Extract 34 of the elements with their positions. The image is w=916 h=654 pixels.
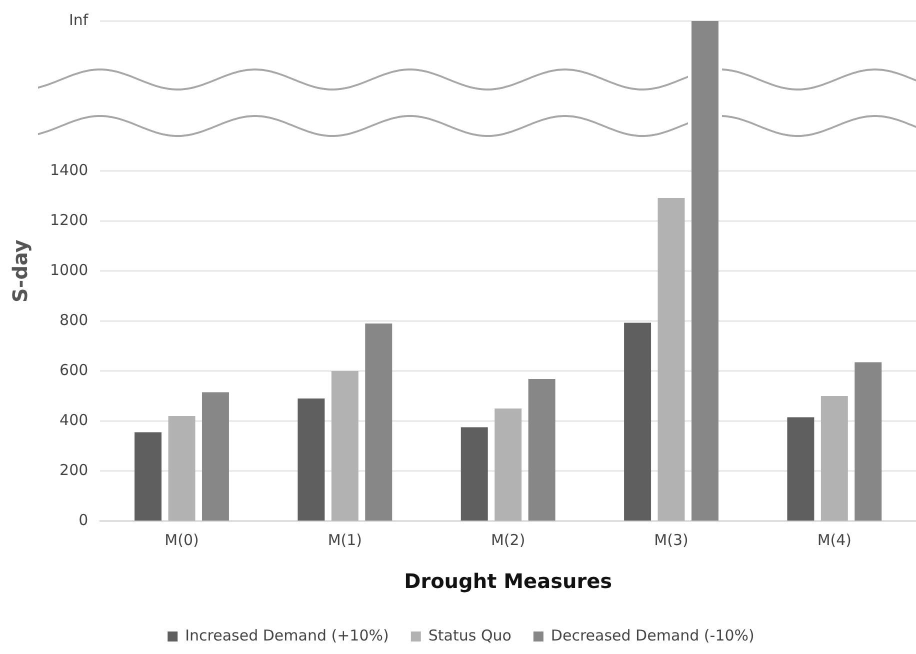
legend-label: Status Quo <box>428 626 512 644</box>
y-tick-label: 200 <box>60 460 88 479</box>
bar <box>787 417 814 520</box>
x-tick-label: M(0) <box>164 530 199 549</box>
bar <box>168 416 196 520</box>
y-tick-label: Inf <box>68 10 89 29</box>
bar <box>820 396 848 520</box>
y-tick-label: 1400 <box>50 160 88 179</box>
bar <box>134 432 162 520</box>
y-tick-label: 400 <box>60 410 88 429</box>
bar <box>298 398 325 520</box>
bar <box>691 21 718 520</box>
bar <box>528 379 556 520</box>
x-tick-label: M(1) <box>328 530 362 549</box>
bar <box>854 362 882 520</box>
x-tick-label: M(3) <box>654 530 688 549</box>
x-axis-title: Drought Measures <box>404 569 612 594</box>
y-axis-title: S-day <box>8 240 32 302</box>
y-tick-label: 1200 <box>50 210 88 229</box>
bar <box>658 198 685 520</box>
bar <box>624 322 652 520</box>
legend-label: Increased Demand (+10%) <box>185 626 389 644</box>
legend-label: Decreased Demand (-10%) <box>550 626 754 644</box>
bar <box>460 427 488 520</box>
y-tick-label: 0 <box>78 510 88 529</box>
x-tick-label: M(4) <box>817 530 852 549</box>
bar <box>365 324 392 520</box>
y-tick-label: 600 <box>60 360 88 379</box>
bar <box>202 392 229 520</box>
bar <box>331 371 358 520</box>
y-tick-label: 800 <box>60 310 88 329</box>
bar <box>494 408 522 520</box>
y-tick-label: 1000 <box>50 260 88 279</box>
x-tick-label: M(2) <box>490 530 526 549</box>
